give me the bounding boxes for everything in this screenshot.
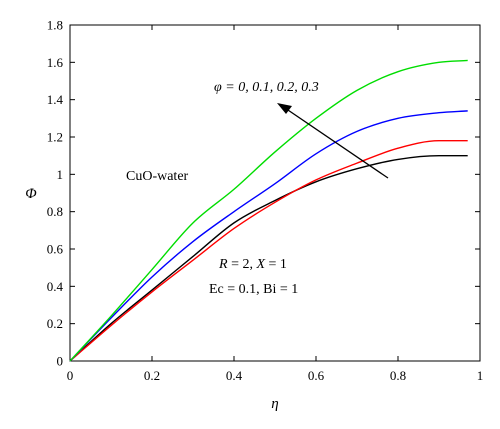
param-x-symbol: X bbox=[255, 257, 265, 272]
x-tick-label: 0 bbox=[67, 368, 74, 383]
series-line-1 bbox=[69, 140, 468, 362]
y-tick-label: 0.8 bbox=[47, 204, 63, 219]
params-annotation-line1: R = 2, X = 1 bbox=[218, 257, 287, 272]
y-tick-label: 1 bbox=[57, 167, 64, 182]
series-line-2 bbox=[69, 110, 468, 362]
series-line-0 bbox=[69, 154, 468, 362]
y-tick-label: 0.4 bbox=[47, 279, 64, 294]
phi-annotation: φ = 0, 0.1, 0.2, 0.3 bbox=[214, 80, 319, 95]
y-tick-label: 1.2 bbox=[47, 130, 63, 145]
x-axis-label: η bbox=[271, 396, 278, 412]
plot-frame bbox=[69, 24, 481, 362]
y-tick-label: 1.4 bbox=[47, 92, 64, 107]
fluid-annotation: CuO-water bbox=[126, 169, 189, 184]
arrow-shaft bbox=[284, 107, 389, 179]
x-tick-label: 1 bbox=[477, 368, 484, 383]
param-r-value: = 2, bbox=[228, 257, 257, 272]
x-tick-label: 0.2 bbox=[144, 368, 160, 383]
x-tick-label: 0.8 bbox=[390, 368, 406, 383]
trend-arrow bbox=[277, 103, 389, 179]
y-tick-label: 1.6 bbox=[47, 55, 64, 70]
y-tick-label: 0.6 bbox=[47, 242, 64, 257]
y-tick-label: 1.8 bbox=[47, 18, 63, 33]
x-tick-label: 0.6 bbox=[308, 368, 325, 383]
param-x-value: = 1 bbox=[265, 257, 287, 272]
x-tick-label: 0.4 bbox=[226, 368, 243, 383]
y-axis-label: Φ bbox=[25, 186, 37, 202]
param-r-symbol: R bbox=[218, 257, 228, 272]
y-tick-label: 0 bbox=[57, 354, 64, 369]
arrow-head bbox=[277, 103, 292, 114]
series-line-3 bbox=[69, 59, 468, 362]
y-tick-label: 0.2 bbox=[47, 316, 63, 331]
x-axis-ticks: 0 0.2 0.4 0.6 0.8 1 bbox=[67, 25, 484, 383]
y-axis-ticks: 0 0.2 0.4 0.6 0.8 1 1.2 1.4 1.6 1.8 bbox=[47, 18, 480, 369]
series-lines bbox=[69, 59, 468, 362]
params-annotation-line2: Ec = 0.1, Bi = 1 bbox=[209, 282, 298, 297]
